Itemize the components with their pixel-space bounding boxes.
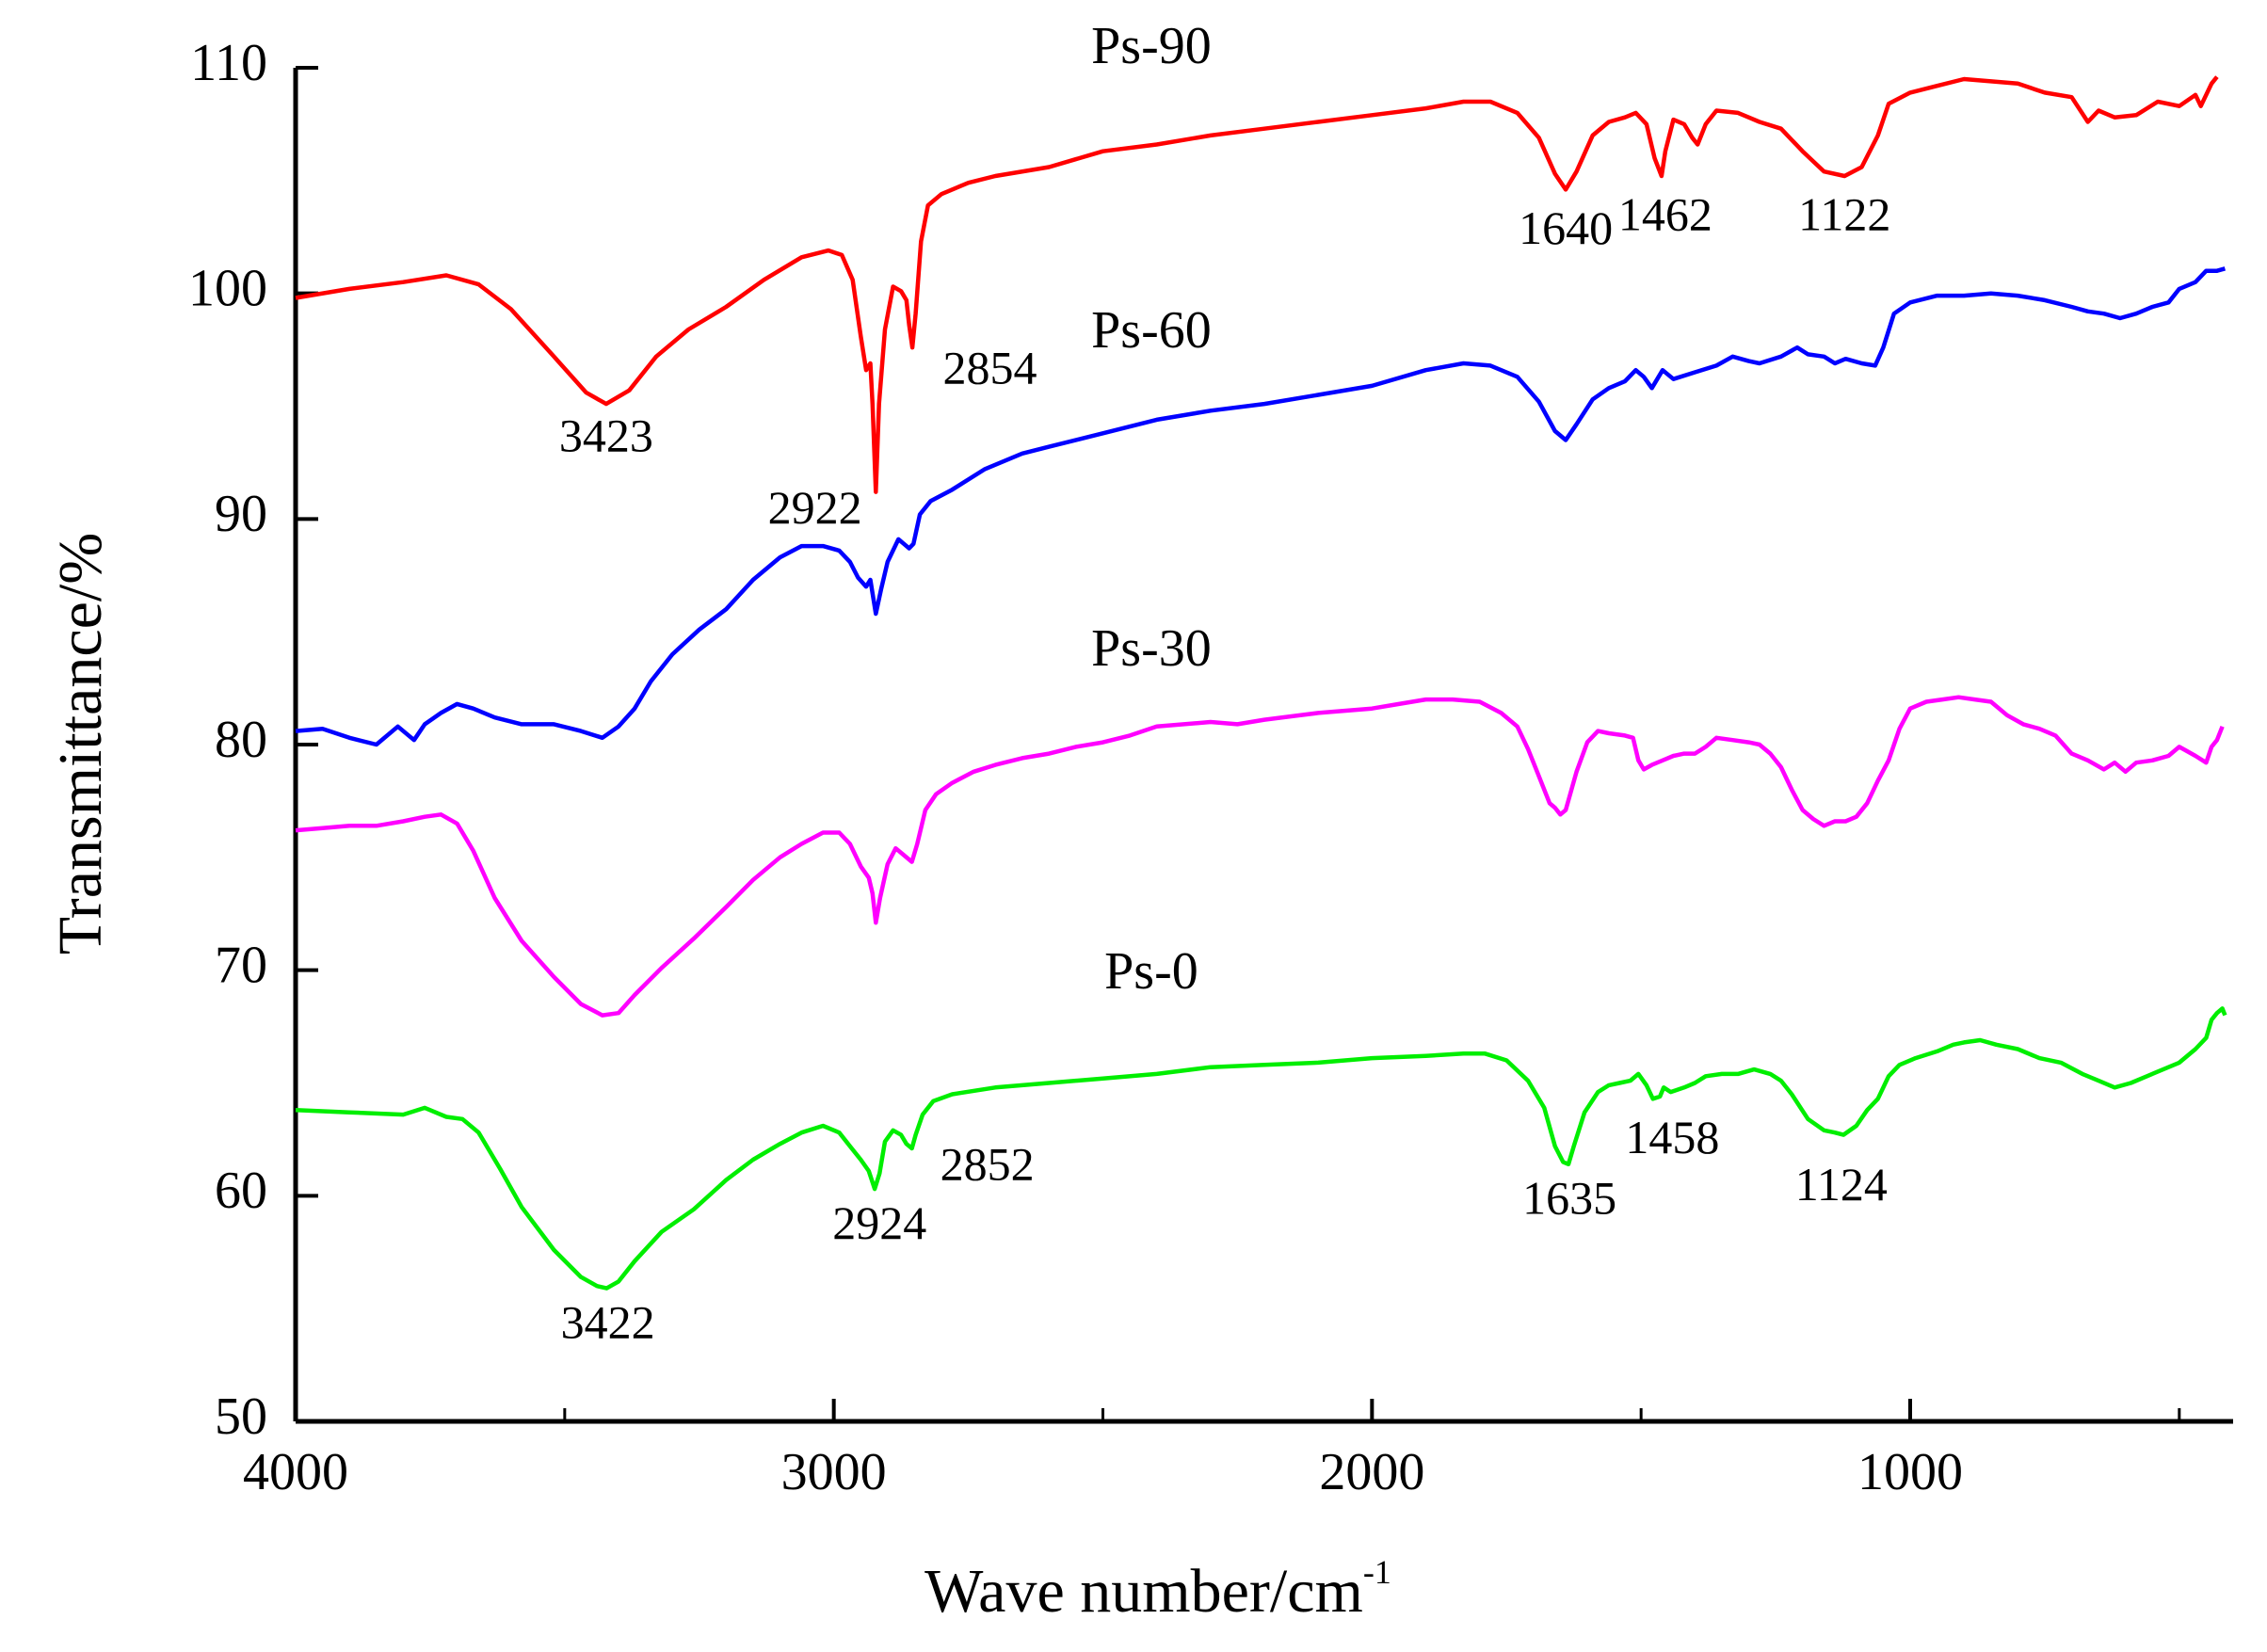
series-label-ps-60: Ps-60 [1091,301,1212,360]
y-tick-label: 50 [215,1387,267,1446]
peak-annotations: 3423 2922 2854 1640 1462 1122 3422 2924 2852 1635… [559,188,1890,1349]
x-tick-label: 1000 [1857,1443,1963,1501]
peak-label: 1462 [1618,188,1712,241]
series-lines [295,75,2227,1291]
peak-label: 2854 [942,342,1037,394]
x-ticks: 4000 3000 2000 1000 [243,1399,2181,1501]
x-axis-title-superscript: -1 [1363,1553,1391,1591]
x-tick-label: 2000 [1319,1443,1424,1501]
peak-label: 2852 [941,1138,1035,1191]
x-axis-title: Wave number/cm-1 [924,1553,1391,1626]
y-axis-title: Transmittance/% [46,533,115,955]
series-line-ps-60 [295,266,2227,747]
y-tick-label: 90 [215,485,267,543]
series-labels: Ps-90 Ps-60 Ps-30 Ps-0 [1091,17,1212,1001]
y-tick-label: 80 [215,711,267,769]
peak-label: 3422 [561,1295,655,1348]
peak-label: 1635 [1522,1172,1616,1225]
series-label-ps-30: Ps-30 [1091,619,1212,678]
peak-label: 1122 [1798,188,1890,241]
series-label-ps-90: Ps-90 [1091,17,1212,75]
peak-label: 1124 [1795,1158,1888,1211]
x-tick-label: 4000 [243,1443,348,1501]
series-line-ps-30 [295,695,2225,1018]
peak-label: 3423 [559,409,653,461]
series-label-ps-0: Ps-0 [1104,942,1198,1001]
series-line-ps-0 [295,1006,2227,1291]
peak-label: 2922 [768,481,862,534]
y-ticks: 50 60 70 80 90 100 110 [188,34,318,1446]
x-tick-label: 3000 [781,1443,887,1501]
y-tick-label: 60 [215,1162,267,1220]
peak-label: 1640 [1519,201,1613,254]
x-axis-title-text: Wave number/cm [924,1557,1363,1626]
series-line-ps-90 [295,75,2219,494]
peak-label: 1458 [1625,1111,1719,1163]
axes [293,68,2233,1424]
y-tick-label: 110 [190,34,267,92]
y-tick-label: 70 [215,937,267,995]
y-tick-label: 100 [188,260,267,318]
peak-label: 2924 [832,1196,926,1249]
